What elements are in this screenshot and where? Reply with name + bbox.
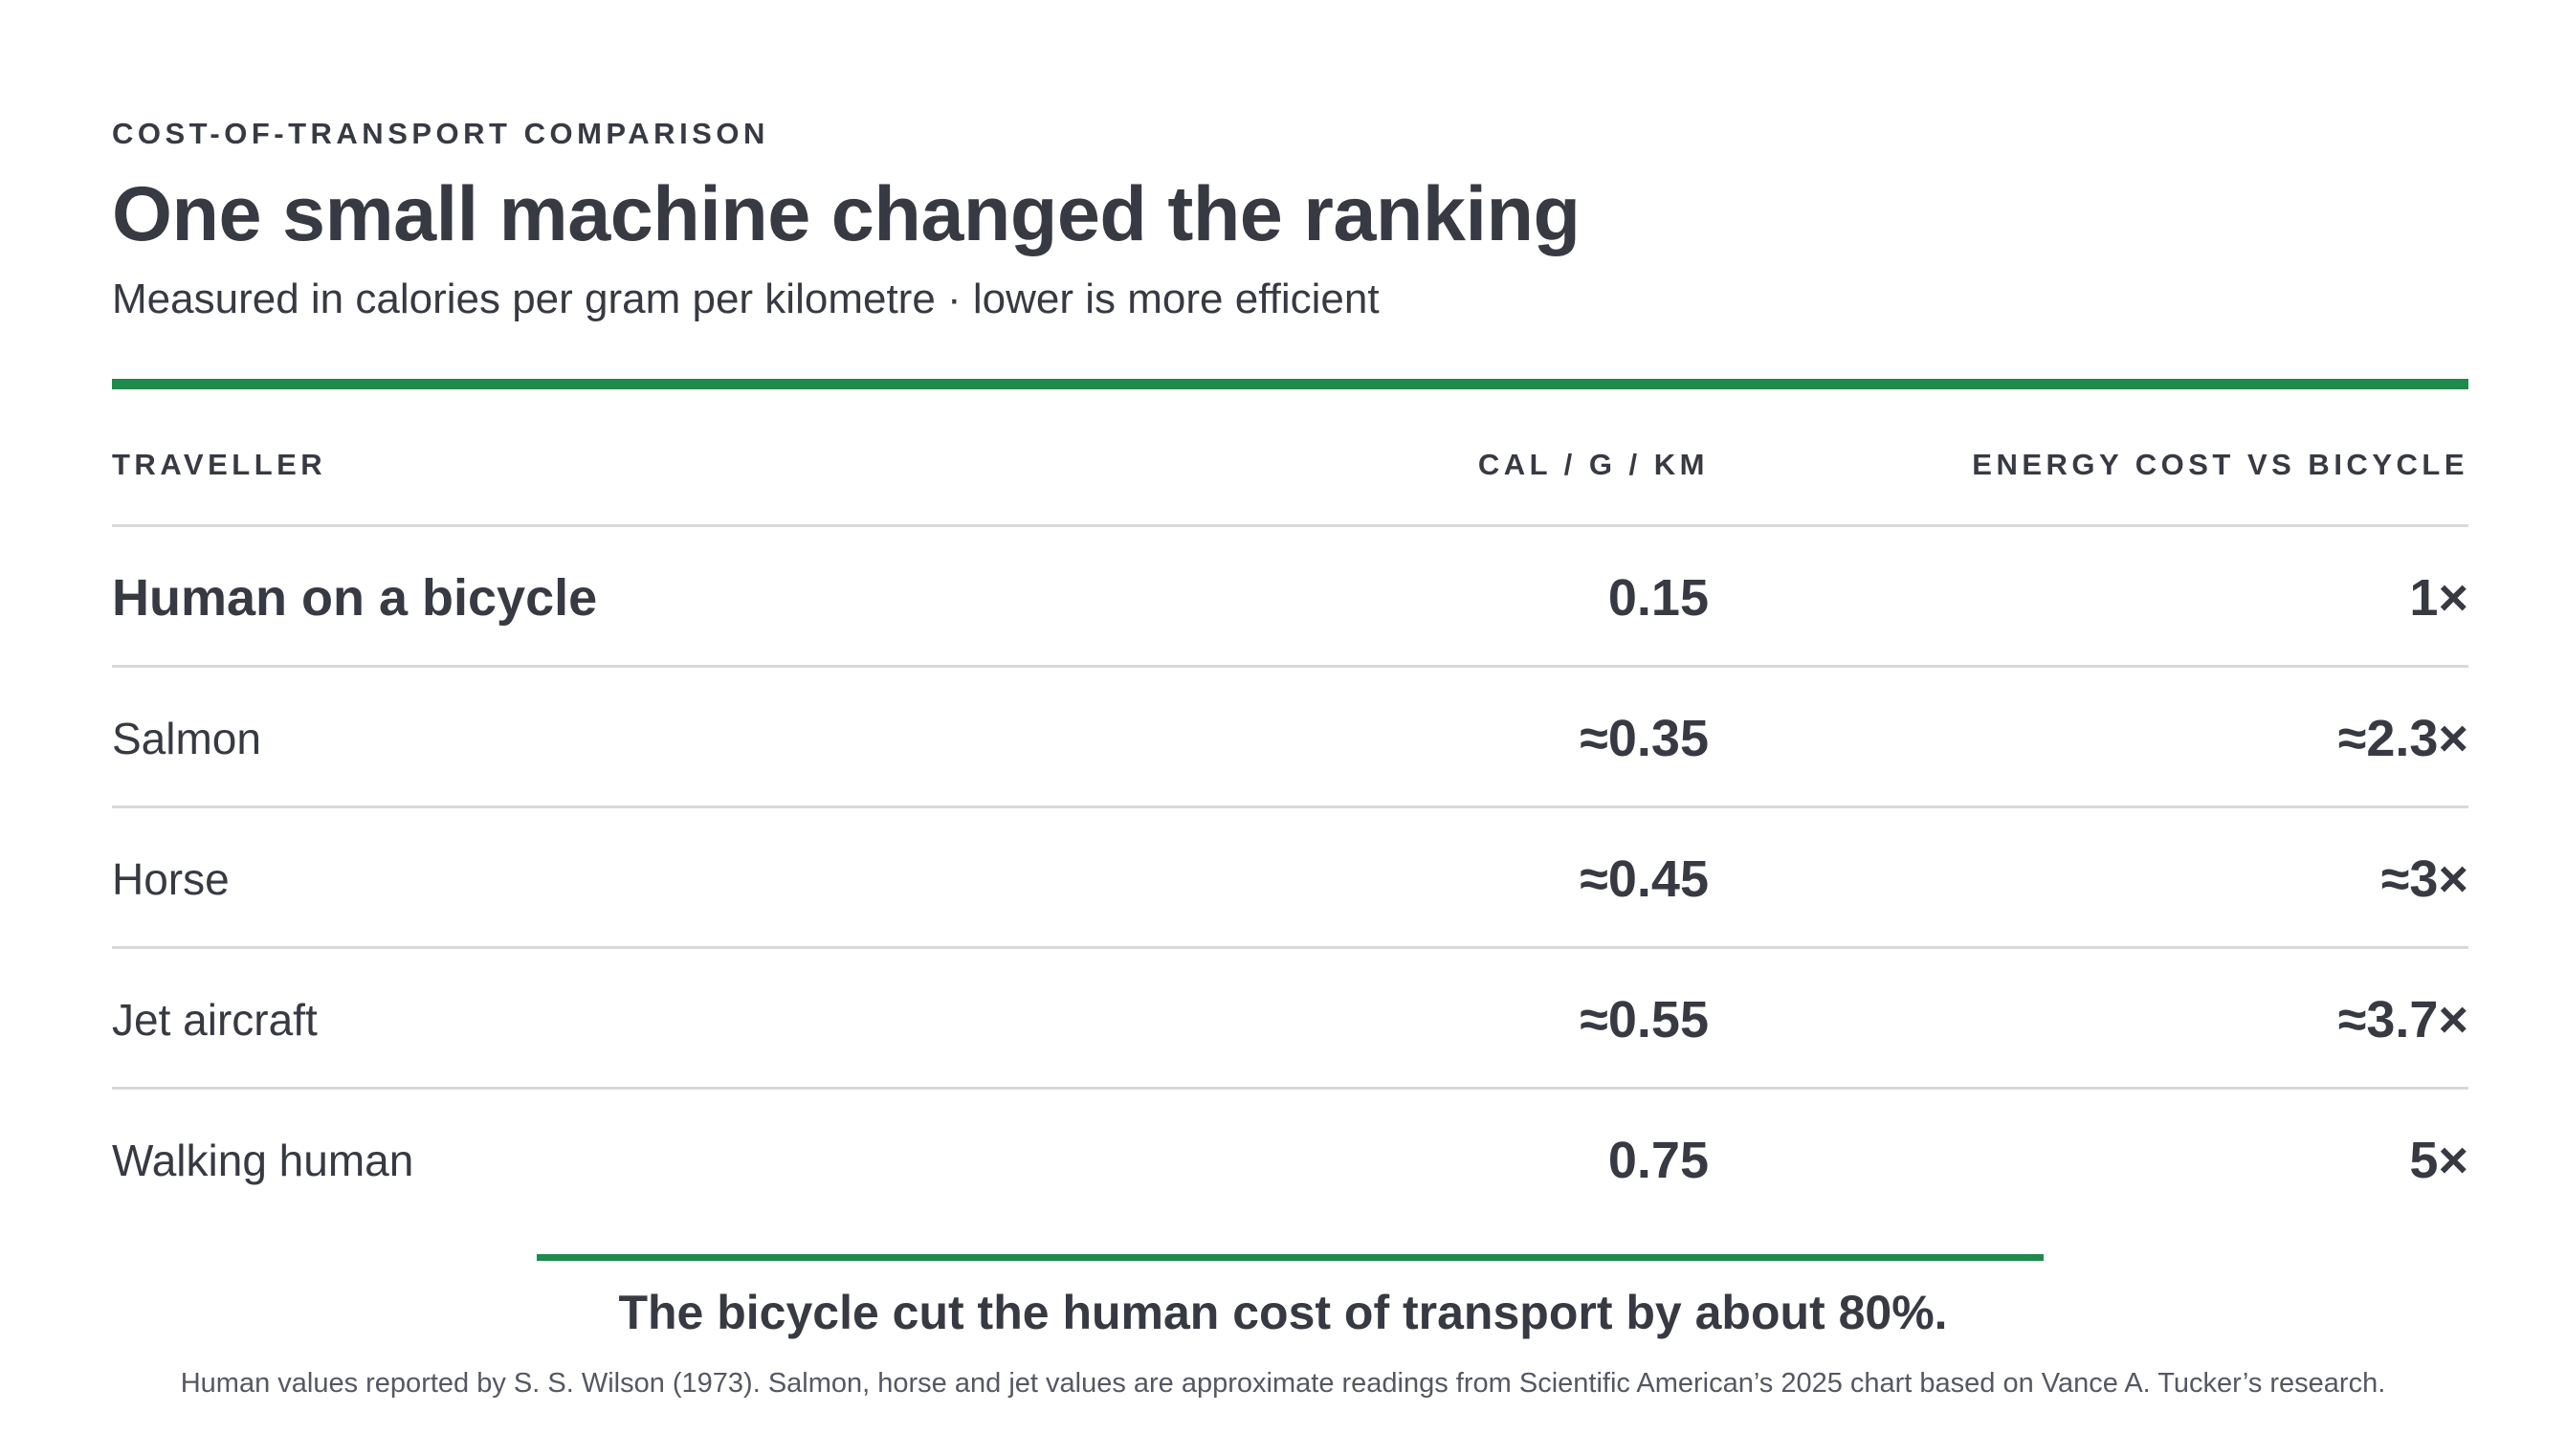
table-row: Salmon ≈0.35 ≈2.3× (112, 668, 2468, 808)
column-header-vs-bicycle: ENERGY COST VS BICYCLE (1972, 448, 2468, 481)
traveller-name: Walking human (112, 1135, 414, 1185)
vs-bicycle-value: ≈2.3× (2337, 709, 2468, 767)
column-header-cal: CAL / G / KM (1477, 448, 1709, 481)
page-title: One small machine changed the ranking (112, 171, 1581, 257)
row-divider (112, 665, 2468, 668)
cal-value: ≈0.35 (1580, 709, 1709, 767)
cal-value: 0.15 (1607, 568, 1709, 627)
traveller-name: Jet aircraft (112, 994, 318, 1045)
column-header-traveller: TRAVELLER (112, 448, 327, 481)
row-divider (112, 1087, 2468, 1090)
accent-rule-bottom (537, 1254, 2044, 1261)
row-divider (112, 946, 2468, 949)
cal-value: ≈0.45 (1580, 849, 1709, 908)
vs-bicycle-value: ≈3.7× (2337, 990, 2468, 1048)
traveller-name: Salmon (112, 713, 261, 763)
cal-value: 0.75 (1607, 1131, 1709, 1189)
traveller-name: Horse (112, 853, 230, 904)
vs-bicycle-value: 5× (2409, 1131, 2468, 1189)
page-subtitle: Measured in calories per gram per kilome… (112, 276, 1380, 322)
table-row: Jet aircraft ≈0.55 ≈3.7× (112, 949, 2468, 1090)
table-row: Human on a bicycle 0.15 1× (112, 527, 2468, 668)
cal-value: ≈0.55 (1580, 990, 1709, 1048)
row-divider (112, 805, 2468, 808)
table-header: TRAVELLER CAL / G / KM ENERGY COST VS BI… (112, 448, 2468, 486)
source-note: Human values reported by S. S. Wilson (1… (180, 1368, 2386, 1399)
table-row: Walking human 0.75 5× (112, 1090, 2468, 1230)
table-row: Horse ≈0.45 ≈3× (112, 808, 2468, 949)
vs-bicycle-value: ≈3× (2380, 849, 2468, 908)
eyebrow-label: COST-OF-TRANSPORT COMPARISON (112, 117, 769, 150)
vs-bicycle-value: 1× (2409, 568, 2468, 627)
takeaway-text: The bicycle cut the human cost of transp… (618, 1286, 1948, 1339)
traveller-name: Human on a bicycle (112, 568, 598, 627)
header-divider (112, 524, 2468, 527)
accent-rule-top (112, 379, 2468, 389)
